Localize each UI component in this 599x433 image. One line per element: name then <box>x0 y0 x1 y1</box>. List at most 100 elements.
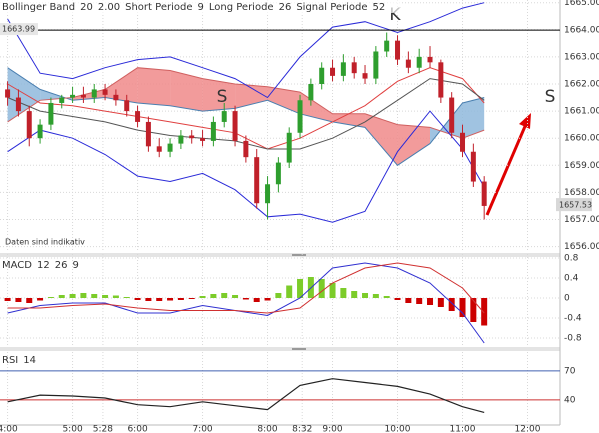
y-tick-label: 1664.00 <box>564 25 599 35</box>
candle-body <box>265 184 271 204</box>
y-tick-label: 1660.00 <box>564 134 599 144</box>
candle-body <box>449 97 455 133</box>
histogram-bar <box>383 296 390 298</box>
y-tick-label: 1656.00 <box>564 242 599 252</box>
histogram-bar <box>264 298 271 301</box>
histogram-bar <box>221 293 228 298</box>
candle-body <box>15 97 21 112</box>
overlay-line <box>7 67 485 150</box>
histogram-bar <box>437 298 444 307</box>
candle-body <box>37 124 43 139</box>
histogram-bar <box>177 298 184 300</box>
cloud <box>137 67 171 106</box>
last-price-label: 1657.53 <box>559 201 592 210</box>
overlay-line <box>7 110 485 223</box>
y-tick-label: 1662.00 <box>564 80 599 90</box>
arrow <box>485 123 528 216</box>
candle-body <box>297 100 303 133</box>
y-tick-label: 1659.00 <box>564 161 599 171</box>
histogram-bar <box>297 279 304 298</box>
candle-body <box>232 111 238 141</box>
x-tick-label: 4:00 <box>0 425 18 433</box>
histogram-bar <box>232 295 239 298</box>
candle-body <box>362 73 368 79</box>
candle-body <box>145 121 151 147</box>
separator-handle <box>292 254 306 256</box>
cloud <box>105 67 138 103</box>
header-label: 9 <box>72 260 78 271</box>
cloud <box>170 70 203 112</box>
cloud <box>202 78 236 112</box>
histogram-bar <box>329 283 336 298</box>
cloud <box>300 92 333 122</box>
x-tick-label: 7:00 <box>192 425 212 433</box>
rsi-line <box>7 378 485 413</box>
histogram-bar <box>58 295 65 298</box>
header-label: 12 <box>37 260 50 271</box>
panel-separator <box>0 347 560 351</box>
candle-body <box>330 67 336 76</box>
candle-body <box>91 89 97 98</box>
histogram-bar <box>286 285 293 298</box>
candle-body <box>26 111 32 139</box>
histogram-bar <box>91 294 98 298</box>
histogram-bar <box>394 298 401 300</box>
reference-label: 1663.99 <box>2 25 35 34</box>
header-label: 52 <box>373 2 386 13</box>
header-label: RSI <box>2 355 18 366</box>
histogram-bar <box>481 298 488 326</box>
histogram-bar <box>188 298 195 299</box>
x-tick-label: 5:28 <box>93 425 113 433</box>
last-price-box <box>556 198 592 212</box>
histogram-bar <box>210 294 217 298</box>
cloud <box>332 113 366 128</box>
candle-body <box>351 62 357 74</box>
candle-body <box>210 121 216 141</box>
histogram-bar <box>47 297 54 298</box>
x-tick-label: 9:00 <box>322 425 342 433</box>
histogram-bar <box>134 298 141 300</box>
candle-body <box>481 181 487 206</box>
histogram-bar <box>112 295 119 298</box>
cloud <box>462 97 485 139</box>
note: Daten sind indikativ <box>5 238 85 247</box>
y-tick-label: 1665.00 <box>564 0 599 8</box>
candle-body <box>80 94 86 98</box>
histogram-bar <box>318 279 325 298</box>
header-label: 14 <box>23 355 36 366</box>
candle-body <box>427 56 433 63</box>
header-label: 26 <box>55 260 68 271</box>
x-tick-label: 8:00 <box>257 425 277 433</box>
y-tick-label: 40 <box>564 395 576 405</box>
histogram-bar <box>156 298 163 301</box>
candle-body <box>189 135 195 139</box>
candle-body <box>275 162 281 185</box>
candle-body <box>470 151 476 182</box>
histogram-bar <box>123 297 130 298</box>
cloud <box>7 67 41 122</box>
y-tick-label: 1658.00 <box>564 188 599 198</box>
candle-body <box>438 62 444 98</box>
header-label: Short Periode <box>125 2 192 13</box>
y-tick-label: -0.4 <box>564 314 582 324</box>
histogram-bar <box>427 298 434 305</box>
histogram-bar <box>4 298 11 301</box>
y-tick-label: 0.4 <box>564 274 579 284</box>
histogram-bar <box>448 298 455 311</box>
header-label: 26 <box>279 2 292 13</box>
annotation: S <box>217 87 228 107</box>
candle-body <box>319 67 325 84</box>
header-label: 20 <box>80 2 93 13</box>
histogram-bar <box>242 298 249 300</box>
histogram-bar <box>167 298 174 301</box>
candle-body <box>286 132 292 163</box>
x-tick-label: 6:00 <box>127 425 147 433</box>
candle-body <box>178 135 184 144</box>
candle-body <box>59 97 65 103</box>
histogram-bar <box>275 293 282 298</box>
cloud <box>365 113 398 166</box>
cloud-span <box>7 67 485 166</box>
header-label: 2.00 <box>98 2 120 13</box>
candle-body <box>373 51 379 79</box>
